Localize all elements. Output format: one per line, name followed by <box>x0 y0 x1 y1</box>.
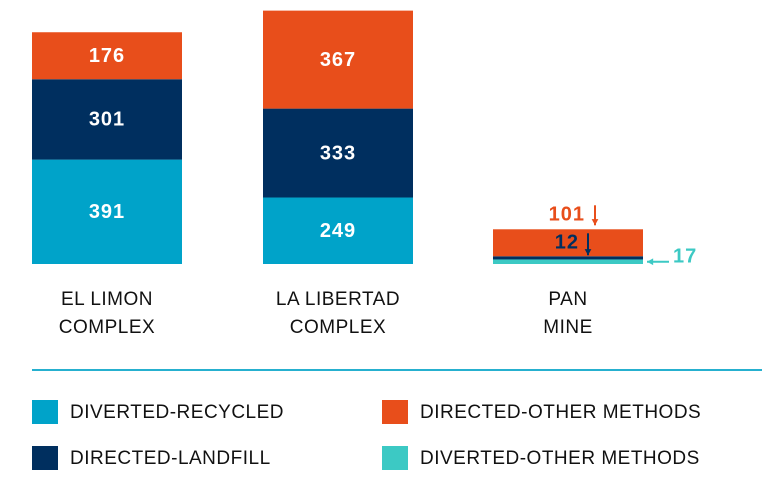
bar-segment <box>263 10 413 109</box>
data-label: 391 <box>89 201 125 223</box>
arrow-head <box>584 249 592 256</box>
legend-label: DIRECTED-OTHER METHODS <box>420 402 701 423</box>
x-tick-label: MINE <box>543 317 593 338</box>
data-label: 367 <box>320 49 356 71</box>
legend-swatch <box>382 400 408 424</box>
data-label: 249 <box>320 220 356 242</box>
legend-swatch <box>382 446 408 470</box>
x-tick-label: COMPLEX <box>59 317 155 338</box>
x-tick-label: PAN <box>548 289 587 310</box>
data-label: 12 <box>555 232 579 254</box>
arrow-head <box>647 258 654 266</box>
data-label: 176 <box>89 45 125 67</box>
x-tick-label: LA LIBERTAD <box>276 289 400 310</box>
bar-segment <box>493 256 643 260</box>
legend-swatch <box>32 446 58 470</box>
bar-segment <box>263 108 413 198</box>
legend-label: DIRECTED-LANDFILL <box>70 448 271 469</box>
data-label: 17 <box>673 246 697 268</box>
legend-label: DIVERTED-OTHER METHODS <box>420 448 700 469</box>
data-label: 301 <box>89 109 125 131</box>
arrow-head <box>591 219 599 226</box>
bar-segment <box>263 197 413 264</box>
bar-segment <box>32 79 182 160</box>
x-tick-label: EL LIMON <box>61 289 153 310</box>
x-tick-label: COMPLEX <box>290 317 386 338</box>
data-label: 333 <box>320 142 356 164</box>
legend-label: DIVERTED-RECYCLED <box>70 402 284 423</box>
bar-segment <box>493 229 643 257</box>
bar-segment <box>32 32 182 80</box>
data-label: 101 <box>549 204 585 226</box>
legend-swatch <box>32 400 58 424</box>
bar-segment <box>32 159 182 264</box>
bar-segment <box>493 259 643 264</box>
